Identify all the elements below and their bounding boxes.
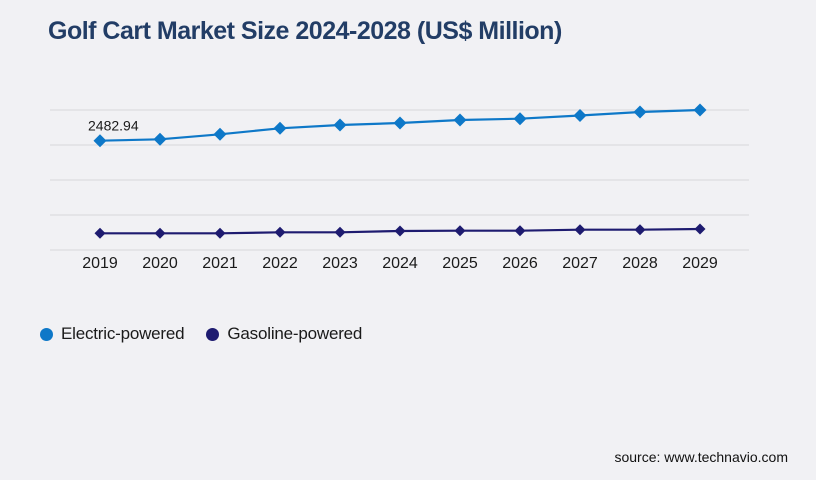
- x-axis-tick-label: 2019: [82, 255, 118, 272]
- data-point: [573, 109, 587, 122]
- data-point-label: 2482.94: [88, 118, 139, 134]
- data-point: [574, 224, 586, 236]
- data-point: [514, 225, 526, 237]
- data-point: [453, 113, 467, 127]
- data-point: [153, 132, 167, 146]
- data-point: [274, 226, 286, 238]
- x-axis-tick-label: 2023: [322, 255, 358, 272]
- x-axis-tick-label: 2020: [142, 255, 178, 272]
- data-point: [273, 121, 287, 135]
- data-point: [634, 224, 646, 236]
- data-point: [633, 105, 647, 119]
- data-point: [693, 103, 707, 117]
- x-axis-tick-label: 2027: [562, 255, 598, 272]
- x-axis-tick-label: 2024: [382, 255, 418, 272]
- legend-item-electric: Electric-powered: [40, 324, 185, 344]
- data-point: [394, 225, 406, 237]
- x-axis-tick-label: 2022: [262, 255, 298, 272]
- legend-label-electric: Electric-powered: [61, 324, 185, 343]
- data-point: [694, 223, 706, 235]
- data-point: [214, 227, 226, 239]
- legend: Electric-powered Gasoline-powered: [40, 324, 362, 344]
- x-axis-tick-label: 2026: [502, 255, 538, 272]
- legend-item-gasoline: Gasoline-powered: [206, 324, 362, 344]
- electric-series-marker-icon: [40, 327, 53, 341]
- x-axis-tick-label: 2025: [442, 255, 478, 272]
- data-point: [213, 127, 227, 141]
- data-point: [94, 227, 106, 239]
- data-point: [333, 118, 347, 132]
- x-axis-tick-label: 2021: [202, 255, 238, 272]
- data-point: [513, 112, 527, 126]
- x-axis-tick-label: 2028: [622, 255, 658, 272]
- x-axis-tick-label: 2029: [682, 255, 718, 272]
- data-point: [334, 226, 346, 238]
- data-point: [93, 134, 107, 148]
- data-point: [454, 225, 466, 237]
- legend-label-gasoline: Gasoline-powered: [227, 324, 363, 343]
- source-attribution: source: www.technavio.com: [614, 449, 788, 465]
- data-point: [393, 116, 407, 130]
- gasoline-series-marker-icon: [206, 327, 220, 341]
- chart-title: Golf Cart Market Size 2024-2028 (US$ Mil…: [48, 17, 562, 45]
- data-point: [154, 227, 166, 239]
